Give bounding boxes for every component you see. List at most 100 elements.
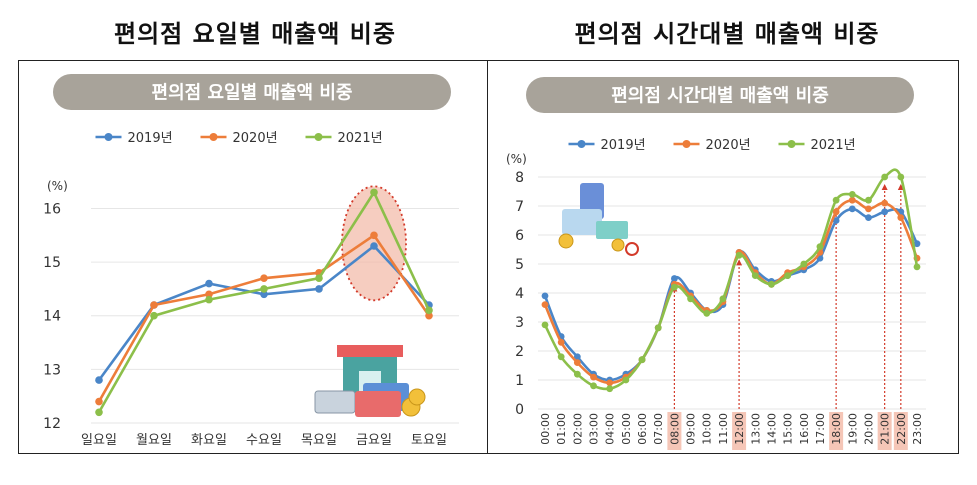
- point-3-19: [832, 196, 840, 204]
- x-tick-8: 07:00: [652, 413, 665, 445]
- legend-label-2: 2020년: [706, 138, 751, 153]
- arrow-head-2200: [897, 184, 904, 190]
- x-tick-3: 02:00: [571, 413, 584, 445]
- point-3-23: [897, 173, 905, 181]
- x-tick-12: 11:00: [717, 413, 730, 445]
- x-tick-18: 17:00: [814, 413, 827, 445]
- point-3-1: [541, 321, 549, 329]
- point-2-1: [95, 397, 103, 406]
- point-2-20: [848, 196, 856, 204]
- y-tick-7: 7: [515, 199, 524, 215]
- x-tick-6: 05:00: [620, 413, 633, 445]
- x-tick-highlight-23: [893, 412, 908, 450]
- y-tick-6: 6: [515, 228, 524, 244]
- point-3-3: [205, 295, 213, 304]
- legend-label-3: 2021년: [811, 138, 856, 153]
- x-tick-16: 15:00: [782, 413, 795, 445]
- y-tick-1: 1: [515, 373, 524, 389]
- x-tick-2: 월요일: [136, 433, 172, 448]
- y-tick-4: 4: [515, 286, 524, 302]
- x-tick-highlight-13: [732, 412, 747, 450]
- point-3-5: [315, 274, 323, 282]
- title-pill: [53, 74, 451, 110]
- x-tick-19: 18:00: [830, 413, 843, 445]
- point-3-13: [735, 251, 743, 259]
- point-3-16: [784, 272, 792, 279]
- y-tick-5: 5: [515, 257, 524, 273]
- weekday-chart: 편의점 요일별 매출액 비중 2019년 2020년 2021년 (%) 12 13 14 15…: [43, 74, 459, 448]
- x-tick-highlight-19: [829, 412, 844, 450]
- point-1-19: [832, 217, 840, 224]
- y-tick-14: 14: [43, 309, 61, 325]
- card-illustration: [596, 221, 628, 239]
- store-awning: [337, 345, 403, 357]
- point-3-18: [816, 243, 824, 251]
- point-2-23: [897, 214, 905, 222]
- y-axis-unit: (%): [47, 179, 68, 193]
- point-3-5: [606, 385, 614, 393]
- point-1-1: [95, 376, 103, 384]
- x-tick-10: 09:00: [685, 413, 698, 445]
- point-3-7: [425, 306, 433, 315]
- point-1-9: [670, 275, 678, 282]
- y-tick-0: 0: [515, 402, 524, 418]
- point-3-3: [573, 370, 581, 378]
- point-1-20: [848, 205, 856, 213]
- point-2-5: [606, 379, 614, 387]
- point-3-17: [800, 260, 808, 268]
- point-2-1: [541, 301, 549, 308]
- point-3-2: [557, 353, 565, 361]
- legend-marker-3: [314, 133, 323, 141]
- x-tick-highlight-9: [667, 412, 682, 450]
- legend-marker-3: [787, 140, 796, 148]
- point-2-2: [150, 301, 158, 309]
- y-axis-unit: (%): [506, 152, 527, 166]
- x-tick-14: 13:00: [749, 413, 762, 445]
- x-tick-9: 08:00: [668, 413, 681, 445]
- y-tick-8: 8: [515, 170, 524, 186]
- x-tick-20: 19:00: [846, 413, 859, 445]
- x-tick-5: 04:00: [604, 413, 617, 445]
- point-1-4: [260, 290, 268, 299]
- point-1-3: [573, 353, 581, 361]
- arrow-head-2100: [881, 184, 888, 190]
- point-3-15: [768, 280, 775, 288]
- point-1-3: [205, 279, 213, 288]
- x-tick-21: 20:00: [862, 413, 875, 445]
- x-tick-22: 21:00: [879, 413, 892, 445]
- x-tick-4: 수요일: [246, 433, 282, 448]
- x-tick-23: 22:00: [895, 413, 908, 445]
- point-3-7: [638, 356, 646, 364]
- x-tick-11: 10:00: [701, 413, 714, 445]
- point-2-21: [865, 205, 872, 213]
- x-tick-7: 06:00: [636, 413, 649, 445]
- point-2-22: [881, 199, 889, 207]
- calculator-icon: [314, 390, 356, 414]
- point-2-3: [205, 290, 213, 299]
- point-3-1: [95, 408, 103, 417]
- chart-title: 편의점 시간대별 매출액 비중: [611, 85, 829, 106]
- x-tick-4: 03:00: [588, 413, 601, 445]
- x-tick-1: 일요일: [81, 433, 117, 448]
- hourly-chart-panel: 편의점 시간대별 매출액 비중 2019년 2020년 2021년 (%) 0 1 2 3 4 5 6…: [487, 60, 959, 454]
- legend-label-1: 2019년: [128, 131, 173, 146]
- point-3-6: [370, 188, 378, 197]
- point-2-7: [425, 311, 433, 320]
- coin-icon-2: [408, 388, 426, 406]
- x-tick-7: 토요일: [411, 433, 447, 448]
- x-tick-24: 23:00: [911, 413, 924, 445]
- point-3-12: [719, 295, 727, 303]
- point-2-19: [832, 208, 840, 216]
- legend-label-3: 2021년: [338, 131, 383, 146]
- point-2-4: [590, 373, 597, 381]
- receipt-illustration: [562, 209, 602, 235]
- point-2-4: [260, 274, 268, 282]
- chart-title: 편의점 요일별 매출액 비중: [152, 82, 353, 103]
- point-2-2: [557, 338, 565, 346]
- coin-icon-2: [611, 238, 625, 252]
- x-tick-3: 화요일: [191, 433, 227, 448]
- x-tick-17: 16:00: [798, 413, 811, 445]
- point-3-20: [848, 191, 856, 198]
- point-3-22: [881, 173, 889, 181]
- y-tick-12: 12: [43, 416, 61, 432]
